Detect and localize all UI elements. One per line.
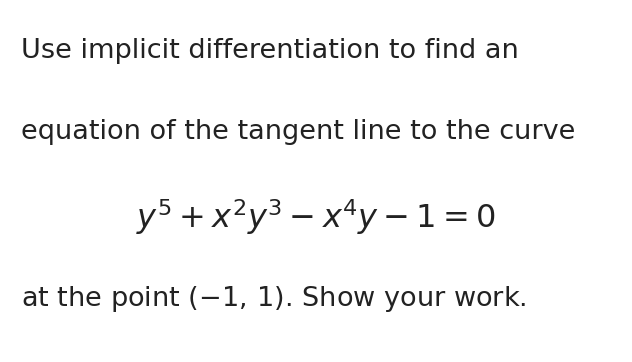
Text: $y^5 + x^2y^3 - x^4y - 1 = 0$: $y^5 + x^2y^3 - x^4y - 1 = 0$ [136, 197, 496, 237]
Text: at the point $(-1,\, 1)$. Show your work.: at the point $(-1,\, 1)$. Show your work… [21, 284, 526, 314]
Text: Use implicit differentiation to find an: Use implicit differentiation to find an [21, 38, 519, 64]
Text: equation of the tangent line to the curve: equation of the tangent line to the curv… [21, 119, 575, 146]
